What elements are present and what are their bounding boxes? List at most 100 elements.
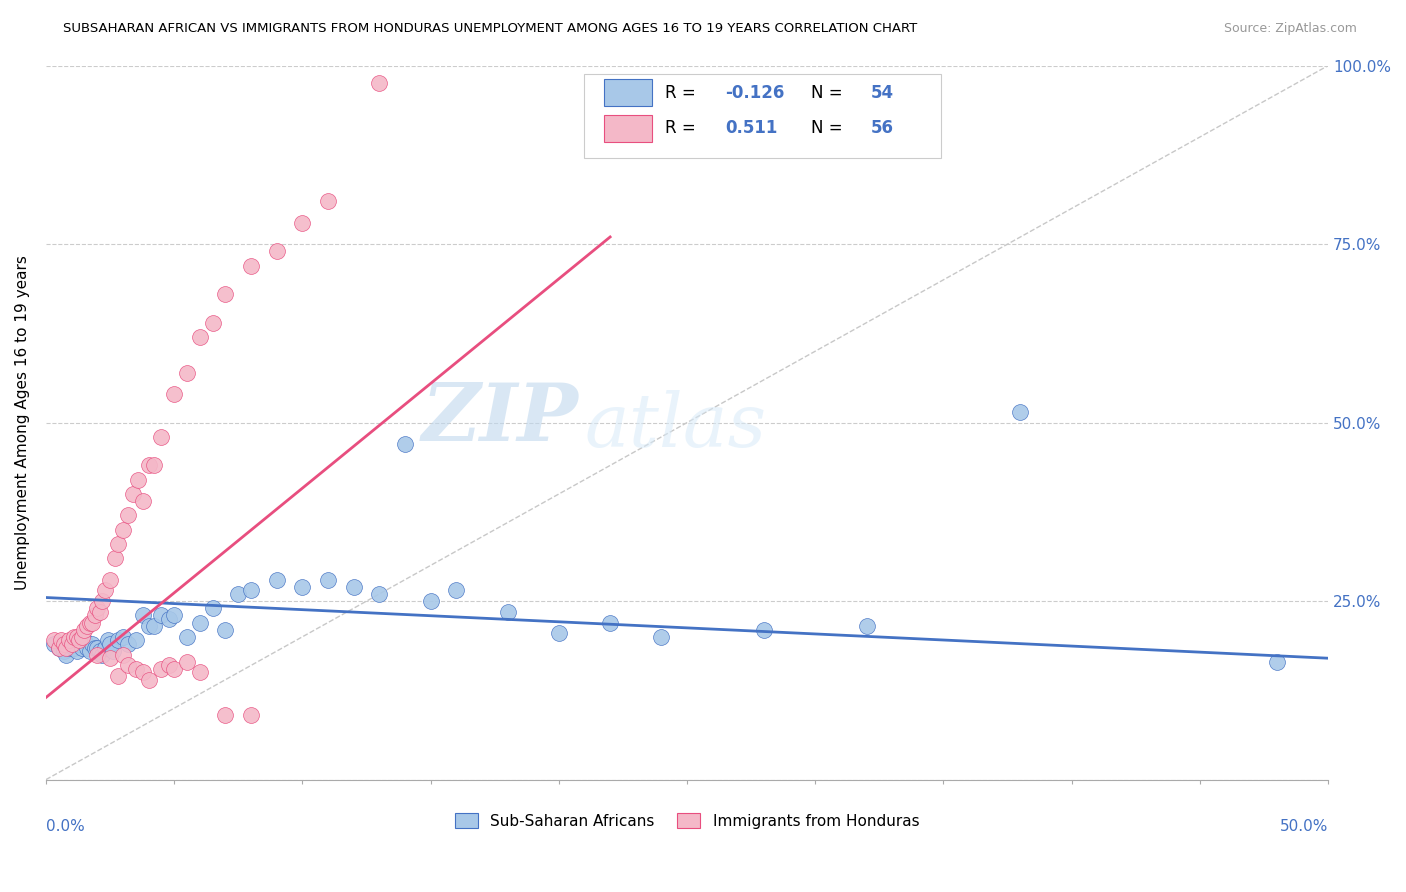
Point xyxy=(96,633,118,648)
Point xyxy=(91,648,114,662)
Legend: Sub-Saharan Africans, Immigrants from Honduras: Sub-Saharan Africans, Immigrants from Ho… xyxy=(449,806,925,835)
Point xyxy=(201,601,224,615)
Point xyxy=(117,637,139,651)
Point xyxy=(291,216,314,230)
Point xyxy=(83,640,105,655)
Point xyxy=(163,608,186,623)
Point xyxy=(266,244,288,259)
Point xyxy=(188,665,211,680)
FancyBboxPatch shape xyxy=(603,79,652,106)
Point xyxy=(142,458,165,473)
Text: 0.511: 0.511 xyxy=(725,120,778,137)
Point xyxy=(107,537,129,551)
Point xyxy=(394,437,416,451)
Point xyxy=(52,644,75,658)
Point xyxy=(226,587,249,601)
Point xyxy=(86,640,108,655)
Point xyxy=(125,633,148,648)
Point xyxy=(291,580,314,594)
Text: N =: N = xyxy=(811,120,844,137)
Point xyxy=(157,612,180,626)
Point xyxy=(419,594,441,608)
Point xyxy=(111,523,134,537)
Point xyxy=(86,601,108,615)
Point xyxy=(368,587,391,601)
Text: Source: ZipAtlas.com: Source: ZipAtlas.com xyxy=(1223,22,1357,36)
Point xyxy=(98,651,121,665)
Point xyxy=(240,708,263,723)
Point xyxy=(58,640,80,655)
Point xyxy=(52,637,75,651)
Point xyxy=(163,387,186,401)
Point xyxy=(316,194,339,209)
Point xyxy=(125,662,148,676)
Text: 56: 56 xyxy=(870,120,893,137)
Point xyxy=(58,633,80,648)
Point xyxy=(76,640,98,655)
Point xyxy=(42,637,65,651)
Point xyxy=(86,648,108,662)
Point xyxy=(70,640,93,655)
Point xyxy=(94,583,117,598)
Text: 50.0%: 50.0% xyxy=(1279,819,1329,834)
Point xyxy=(214,623,236,637)
Text: R =: R = xyxy=(665,84,696,102)
Point xyxy=(107,669,129,683)
Point xyxy=(89,644,111,658)
Text: ZIP: ZIP xyxy=(422,380,578,458)
Point xyxy=(752,623,775,637)
Point xyxy=(67,637,90,651)
Point xyxy=(94,640,117,655)
Point xyxy=(73,633,96,648)
Point xyxy=(163,662,186,676)
Point xyxy=(150,662,173,676)
Point xyxy=(266,573,288,587)
Point xyxy=(79,615,101,630)
Point xyxy=(188,330,211,344)
Point xyxy=(855,619,877,633)
Point xyxy=(496,605,519,619)
Point xyxy=(55,640,77,655)
Point xyxy=(55,648,77,662)
Point xyxy=(48,640,70,655)
Point xyxy=(176,655,198,669)
Text: 0.0%: 0.0% xyxy=(46,819,84,834)
Point xyxy=(111,630,134,644)
Point xyxy=(67,633,90,648)
Text: N =: N = xyxy=(811,84,844,102)
Point xyxy=(104,551,127,566)
Point xyxy=(1265,655,1288,669)
Point xyxy=(138,673,160,687)
Point xyxy=(132,608,155,623)
Point xyxy=(150,608,173,623)
Point xyxy=(66,644,89,658)
Point xyxy=(214,708,236,723)
Point xyxy=(132,665,155,680)
Point xyxy=(98,637,121,651)
Point xyxy=(76,619,98,633)
Point xyxy=(107,633,129,648)
Point xyxy=(42,633,65,648)
Text: R =: R = xyxy=(665,120,696,137)
Point xyxy=(60,633,83,648)
Text: -0.126: -0.126 xyxy=(725,84,785,102)
Y-axis label: Unemployment Among Ages 16 to 19 years: Unemployment Among Ages 16 to 19 years xyxy=(15,255,30,590)
Point xyxy=(51,633,73,648)
FancyBboxPatch shape xyxy=(585,74,941,159)
Point xyxy=(111,648,134,662)
Point xyxy=(368,77,391,91)
Point xyxy=(82,637,104,651)
Point xyxy=(98,573,121,587)
Point xyxy=(176,366,198,380)
Point xyxy=(240,583,263,598)
Point xyxy=(650,630,672,644)
Point xyxy=(89,605,111,619)
Point xyxy=(142,619,165,633)
Point xyxy=(91,594,114,608)
Point xyxy=(79,644,101,658)
Point xyxy=(1010,405,1032,419)
Point xyxy=(132,494,155,508)
Point xyxy=(150,430,173,444)
Text: SUBSAHARAN AFRICAN VS IMMIGRANTS FROM HONDURAS UNEMPLOYMENT AMONG AGES 16 TO 19 : SUBSAHARAN AFRICAN VS IMMIGRANTS FROM HO… xyxy=(63,22,918,36)
Point xyxy=(70,630,93,644)
